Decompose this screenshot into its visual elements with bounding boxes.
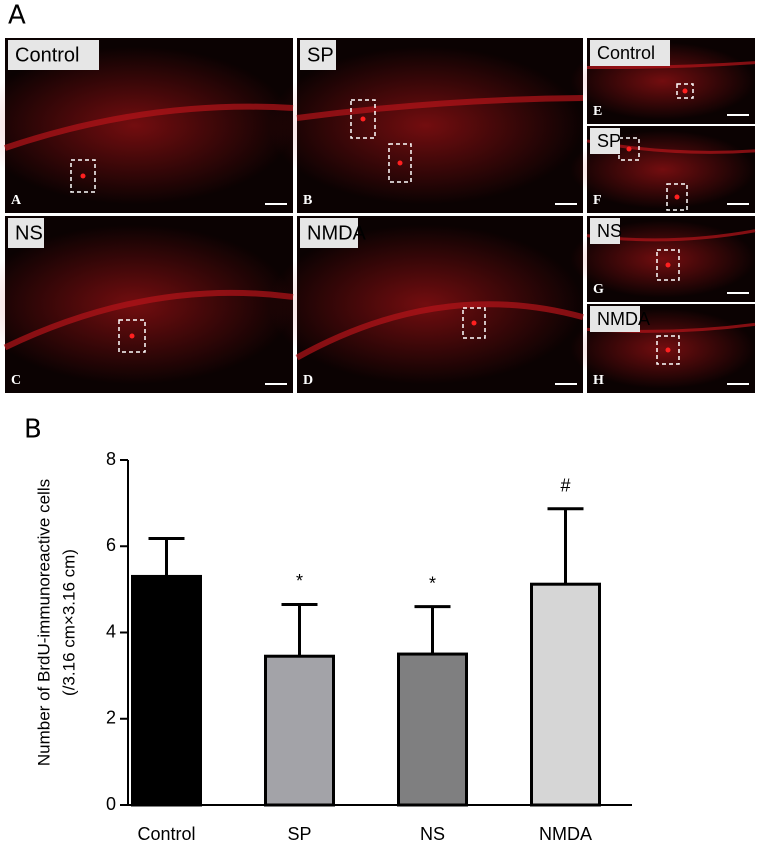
dashed-box	[462, 307, 486, 339]
labeled-cell	[665, 347, 671, 353]
scale-bar	[727, 114, 749, 116]
image-title: NMDA	[597, 309, 650, 329]
title-box	[590, 306, 640, 332]
micrograph: NMDA D	[268, 216, 584, 393]
micrograph: NMDA H	[570, 304, 756, 393]
bar	[264, 654, 335, 807]
labeled-cell	[129, 333, 135, 339]
labeled-cell	[80, 173, 86, 179]
dashed-box	[118, 319, 146, 353]
title-box	[8, 218, 44, 248]
significance-mark: #	[560, 475, 570, 495]
x-tick-label: NMDA	[539, 824, 592, 844]
y-tick-label: 4	[106, 621, 116, 641]
micrograph: Control E	[570, 38, 756, 124]
micrograph: SP B	[268, 38, 584, 213]
image-title: NMDA	[307, 222, 367, 244]
cell-layer	[586, 61, 756, 70]
scale-bar	[555, 383, 577, 385]
cell-layer	[4, 103, 294, 151]
x-tick-label: NS	[420, 824, 445, 844]
title-box	[300, 218, 358, 248]
scale-bar	[265, 203, 287, 205]
x-tick-label: Control	[137, 824, 195, 844]
significance-mark: *	[429, 573, 436, 593]
image-title: Control	[15, 44, 79, 66]
labeled-cell	[682, 88, 688, 94]
scale-bar	[555, 203, 577, 205]
title-box	[300, 40, 336, 70]
tissue-glow	[0, 224, 293, 385]
tissue-glow	[0, 46, 293, 205]
cell-layer	[295, 301, 584, 361]
y-axis-label: Number of BrdU-immunoreactive cells	[34, 479, 53, 766]
image-letter: A	[11, 193, 22, 208]
dashed-box	[666, 183, 688, 211]
title-box	[590, 40, 670, 66]
labeled-cell	[471, 320, 477, 326]
dashed-box	[350, 99, 376, 139]
bar	[131, 574, 202, 807]
image-letter: G	[593, 282, 604, 297]
image-letter: H	[593, 373, 604, 388]
micrograph: SP F	[570, 126, 756, 213]
image-letter: C	[11, 373, 21, 388]
significance-mark: *	[296, 571, 303, 591]
image-letter: D	[303, 373, 313, 388]
labeled-cell	[665, 262, 671, 268]
image-title: NS	[597, 221, 622, 241]
scale-bar	[265, 383, 287, 385]
title-box	[8, 40, 99, 70]
bar-chart: 0 2 4 6 8 Number of BrdU-immunoreactive cells…	[34, 449, 632, 844]
image-letter: B	[303, 193, 312, 208]
dashed-box	[656, 249, 680, 281]
image-title: SP	[597, 131, 621, 151]
title-box	[590, 218, 620, 244]
micrograph: NS G	[570, 216, 756, 302]
dashed-box	[676, 83, 694, 99]
micrograph: Control A	[0, 38, 294, 213]
bar	[397, 652, 468, 807]
y-tick-label: 2	[106, 708, 116, 728]
x-tick-label: SP	[287, 824, 311, 844]
image-letter: E	[593, 104, 602, 119]
y-tick-label: 6	[106, 535, 116, 555]
title-box	[590, 128, 620, 154]
y-tick-label: 8	[106, 449, 116, 469]
labeled-cell	[397, 160, 403, 166]
tissue-glow	[268, 224, 583, 385]
panel-letter: B	[24, 415, 42, 445]
micrograph: NS C	[0, 216, 294, 393]
image-title: SP	[307, 44, 334, 66]
y-axis-label: (/3.16 cm×3.16 cm)	[59, 549, 78, 696]
tissue-glow	[268, 46, 583, 205]
dashed-box	[656, 335, 680, 365]
image-grid: Control A SP B NS C NMDA D Control E SP F NS G NMDA H	[0, 38, 756, 393]
labeled-cell	[674, 194, 680, 200]
cell-layer	[296, 95, 584, 121]
y-tick-label: 0	[106, 794, 116, 814]
image-letter: F	[593, 193, 602, 208]
panel-letter: A	[8, 1, 26, 31]
dashed-box	[388, 143, 412, 183]
scale-bar	[727, 203, 749, 205]
labeled-cell	[626, 146, 632, 152]
cell-layer	[3, 289, 294, 351]
bar	[530, 582, 601, 807]
labeled-cell	[360, 116, 366, 122]
image-title: Control	[597, 43, 655, 63]
scale-bar	[727, 292, 749, 294]
scale-bar	[727, 383, 749, 385]
image-title: NS	[15, 222, 43, 244]
